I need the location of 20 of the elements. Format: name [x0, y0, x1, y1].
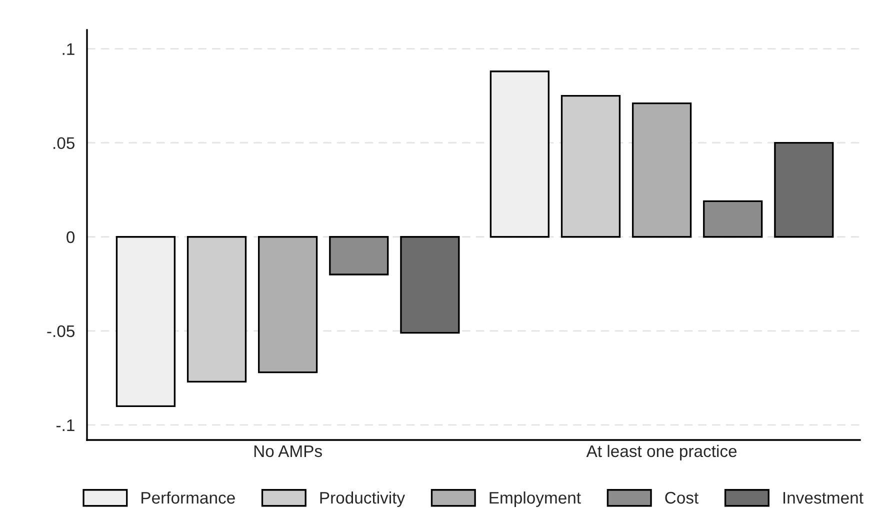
y-tick-label: -.05 — [47, 325, 74, 338]
bar — [632, 102, 692, 238]
legend-label: Productivity — [320, 491, 406, 507]
x-tick-label: No AMPs — [254, 445, 322, 458]
bar — [560, 94, 621, 238]
legend-label: Cost — [665, 492, 699, 504]
legend-label: Employment — [490, 491, 581, 507]
bar — [329, 236, 389, 276]
y-tick-label: -.1 — [56, 420, 74, 431]
x-tick-label: At least one practice — [586, 444, 737, 460]
legend-label: Performance — [142, 491, 235, 504]
y-tick-label: 0 — [66, 231, 75, 244]
legend-label: Investment — [784, 492, 864, 504]
bar — [703, 200, 763, 238]
bar — [774, 142, 834, 238]
bar — [400, 236, 460, 334]
y-tick-label: .1 — [62, 43, 74, 55]
bar — [258, 236, 318, 374]
y-tick-label: .05 — [54, 137, 74, 150]
bar — [186, 236, 247, 383]
